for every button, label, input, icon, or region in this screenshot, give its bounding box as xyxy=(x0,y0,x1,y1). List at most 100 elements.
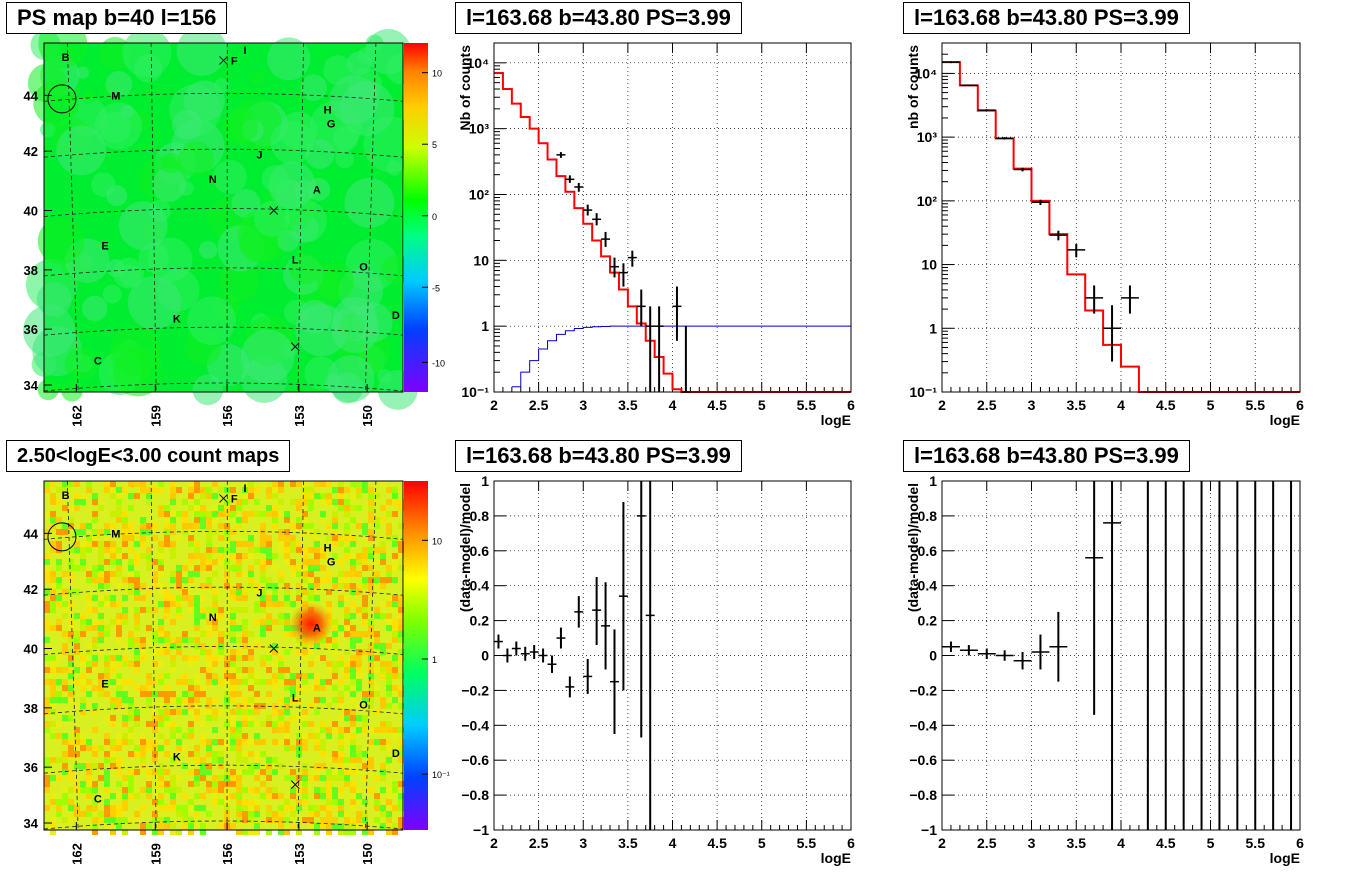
count-pixel xyxy=(206,523,212,529)
count-pixel xyxy=(242,703,248,709)
count-pixel xyxy=(314,709,320,715)
count-pixel xyxy=(236,541,242,547)
count-pixel xyxy=(314,655,320,661)
count-pixel xyxy=(338,751,344,757)
count-pixel xyxy=(362,601,368,607)
count-pixel xyxy=(380,643,386,649)
count-pixel xyxy=(266,649,272,655)
count-pixel xyxy=(392,493,398,499)
count-pixel xyxy=(230,649,236,655)
count-pixel xyxy=(140,637,146,643)
count-pixel xyxy=(314,559,320,565)
count-pixel xyxy=(128,583,134,589)
count-pixel xyxy=(212,505,218,511)
count-pixel xyxy=(284,601,290,607)
palette-tick-label: 10 xyxy=(432,536,442,546)
count-pixel xyxy=(116,661,122,667)
count-pixel xyxy=(242,511,248,517)
count-pixel xyxy=(296,673,302,679)
x-tick-label: 2.5 xyxy=(977,835,997,851)
count-pixel xyxy=(56,697,62,703)
count-pixel xyxy=(98,505,104,511)
count-pixel xyxy=(194,679,200,685)
x-tick-label: 150 xyxy=(360,843,375,865)
count-pixel xyxy=(80,625,86,631)
count-pixel xyxy=(50,793,56,799)
count-pixel xyxy=(230,679,236,685)
count-pixel xyxy=(314,577,320,583)
count-pixel xyxy=(164,631,170,637)
count-pixel xyxy=(200,805,206,811)
count-pixel xyxy=(350,661,356,667)
count-pixel xyxy=(356,559,362,565)
count-pixel xyxy=(230,775,236,781)
count-pixel xyxy=(320,745,326,751)
count-pixel xyxy=(398,541,404,547)
count-pixel xyxy=(170,799,176,805)
count-pixel xyxy=(350,517,356,523)
count-pixel xyxy=(296,685,302,691)
count-pixel xyxy=(92,619,98,625)
count-pixel xyxy=(194,565,200,571)
count-pixel xyxy=(398,739,404,745)
count-pixel xyxy=(344,595,350,601)
count-pixel xyxy=(272,523,278,529)
count-pixel xyxy=(62,787,68,793)
count-pixel xyxy=(326,823,332,829)
count-pixel xyxy=(344,583,350,589)
count-pixel xyxy=(80,709,86,715)
count-pixel xyxy=(236,679,242,685)
count-pixel xyxy=(206,583,212,589)
count-pixel xyxy=(248,631,254,637)
count-pixel xyxy=(110,523,116,529)
count-pixel xyxy=(284,553,290,559)
count-pixel xyxy=(188,829,194,835)
count-pixel xyxy=(350,739,356,745)
y-tick-label: 1 xyxy=(929,473,937,489)
count-pixel xyxy=(332,541,338,547)
count-pixel xyxy=(260,625,266,631)
count-pixel xyxy=(200,757,206,763)
count-pixel xyxy=(146,589,152,595)
count-pixel xyxy=(266,595,272,601)
count-pixel xyxy=(140,655,146,661)
count-pixel xyxy=(362,529,368,535)
count-pixel xyxy=(116,619,122,625)
count-pixel xyxy=(50,823,56,829)
count-pixel xyxy=(374,685,380,691)
count-pixel xyxy=(62,739,68,745)
count-pixel xyxy=(104,769,110,775)
count-pixel xyxy=(176,649,182,655)
count-pixel xyxy=(158,703,164,709)
count-pixel xyxy=(104,559,110,565)
count-pixel xyxy=(50,493,56,499)
count-pixel xyxy=(206,781,212,787)
x-tick-label: 4 xyxy=(1117,397,1125,413)
count-pixel xyxy=(248,703,254,709)
count-pixel xyxy=(194,757,200,763)
count-pixel xyxy=(344,625,350,631)
count-pixel xyxy=(110,553,116,559)
count-pixel xyxy=(314,745,320,751)
y-axis-label: Nb of counts xyxy=(457,45,473,131)
map-texture-blob xyxy=(231,188,261,218)
y-tick-label: 0.8 xyxy=(918,508,938,524)
count-pixel xyxy=(74,811,80,817)
count-pixel xyxy=(56,667,62,673)
count-pixel xyxy=(368,727,374,733)
x-tick-label: 2 xyxy=(938,835,946,851)
count-pixel xyxy=(278,793,284,799)
count-pixel xyxy=(350,691,356,697)
count-pixel xyxy=(218,709,224,715)
count-pixel xyxy=(152,577,158,583)
count-pixel xyxy=(248,487,254,493)
count-pixel xyxy=(116,631,122,637)
count-pixel xyxy=(296,547,302,553)
count-pixel xyxy=(368,493,374,499)
count-pixel xyxy=(218,523,224,529)
count-pixel xyxy=(386,811,392,817)
count-pixel xyxy=(182,811,188,817)
count-pixel xyxy=(362,799,368,805)
count-pixel xyxy=(56,517,62,523)
count-pixel xyxy=(194,607,200,613)
